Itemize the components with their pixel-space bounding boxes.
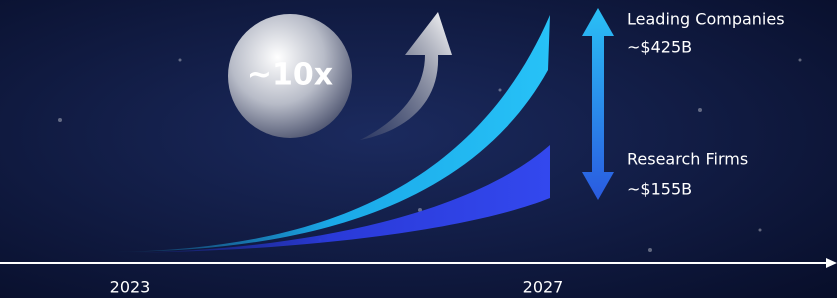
axis-label: 2023: [110, 278, 151, 297]
series-name: Leading Companies: [627, 10, 785, 29]
series-name: Research Firms: [627, 150, 748, 169]
multiplier-label: ~10x: [247, 58, 333, 93]
axis-label: 2027: [523, 278, 564, 297]
series-value: ~$425B: [627, 38, 692, 57]
infographic: ~10x Leading Companies ~$425B Research F…: [0, 0, 837, 298]
series-value: ~$155B: [627, 180, 692, 199]
